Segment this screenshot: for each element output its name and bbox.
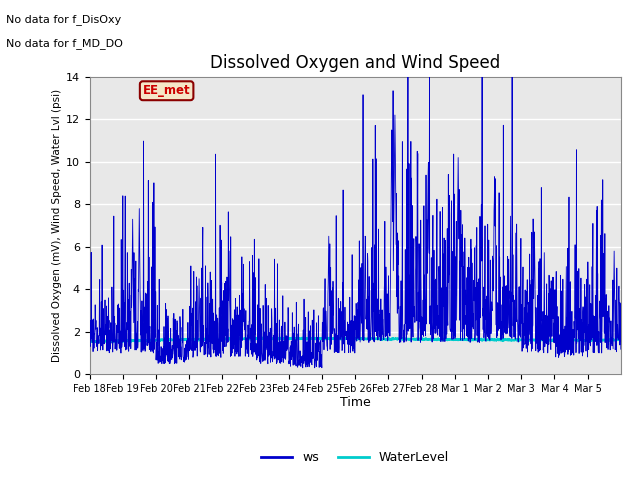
Title: Dissolved Oxygen and Wind Speed: Dissolved Oxygen and Wind Speed bbox=[210, 54, 500, 72]
X-axis label: Time: Time bbox=[340, 396, 371, 408]
Text: EE_met: EE_met bbox=[143, 84, 191, 97]
Text: No data for f_MD_DO: No data for f_MD_DO bbox=[6, 38, 124, 49]
Text: No data for f_DisOxy: No data for f_DisOxy bbox=[6, 14, 122, 25]
Legend: ws, WaterLevel: ws, WaterLevel bbox=[256, 446, 454, 469]
Y-axis label: Dissolved Oxygen (mV), Wind Speed, Water Lvl (psi): Dissolved Oxygen (mV), Wind Speed, Water… bbox=[52, 89, 61, 362]
